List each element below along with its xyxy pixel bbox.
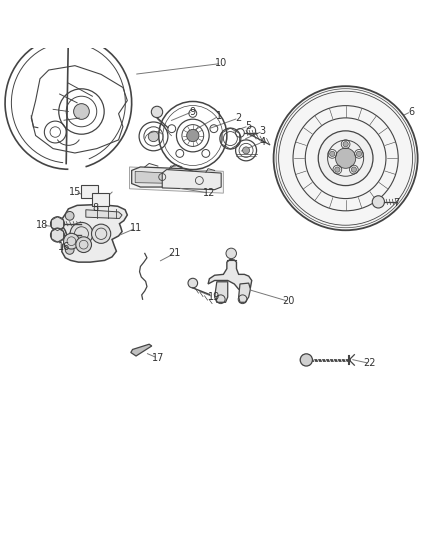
Text: 1: 1 bbox=[216, 111, 222, 121]
Text: 7: 7 bbox=[393, 198, 399, 208]
Circle shape bbox=[65, 212, 74, 220]
Bar bbox=[92, 193, 109, 206]
Polygon shape bbox=[162, 169, 221, 190]
Circle shape bbox=[351, 167, 357, 172]
Circle shape bbox=[92, 224, 111, 244]
Text: 6: 6 bbox=[408, 107, 414, 117]
Text: 18: 18 bbox=[36, 220, 48, 230]
Text: 16: 16 bbox=[58, 242, 70, 252]
Text: 12: 12 bbox=[203, 188, 215, 198]
Bar bbox=[81, 185, 98, 198]
Text: 11: 11 bbox=[130, 223, 142, 233]
Text: 20: 20 bbox=[283, 296, 295, 306]
Text: 5: 5 bbox=[246, 121, 252, 131]
Polygon shape bbox=[135, 171, 183, 183]
Circle shape bbox=[74, 103, 89, 119]
Circle shape bbox=[226, 248, 237, 259]
Text: 22: 22 bbox=[364, 358, 376, 368]
Circle shape bbox=[70, 222, 93, 245]
Circle shape bbox=[318, 131, 373, 185]
Polygon shape bbox=[130, 167, 223, 193]
Circle shape bbox=[50, 217, 64, 231]
Circle shape bbox=[148, 131, 159, 142]
Circle shape bbox=[151, 106, 162, 118]
Text: 9: 9 bbox=[190, 107, 196, 117]
Polygon shape bbox=[86, 210, 122, 219]
Text: 3: 3 bbox=[260, 126, 266, 136]
Text: 21: 21 bbox=[168, 248, 180, 259]
Circle shape bbox=[343, 142, 348, 147]
Polygon shape bbox=[62, 205, 127, 262]
Polygon shape bbox=[131, 344, 152, 356]
Circle shape bbox=[187, 130, 199, 142]
Circle shape bbox=[274, 86, 418, 230]
Text: 17: 17 bbox=[152, 353, 164, 363]
Circle shape bbox=[300, 354, 312, 366]
Circle shape bbox=[372, 196, 385, 208]
Text: 10: 10 bbox=[215, 59, 227, 68]
Text: 2: 2 bbox=[236, 113, 242, 123]
Circle shape bbox=[330, 151, 335, 157]
Circle shape bbox=[335, 167, 340, 172]
Circle shape bbox=[336, 148, 356, 168]
Circle shape bbox=[64, 233, 79, 249]
Circle shape bbox=[243, 147, 250, 154]
Polygon shape bbox=[215, 282, 228, 302]
Polygon shape bbox=[132, 167, 193, 187]
Circle shape bbox=[65, 246, 74, 254]
Circle shape bbox=[357, 151, 362, 157]
Text: 19: 19 bbox=[208, 292, 220, 302]
Text: 15: 15 bbox=[69, 187, 81, 197]
Polygon shape bbox=[239, 283, 251, 302]
Circle shape bbox=[188, 278, 198, 288]
Text: 8: 8 bbox=[93, 203, 99, 213]
Circle shape bbox=[50, 228, 64, 242]
Circle shape bbox=[76, 237, 92, 253]
Text: 4: 4 bbox=[260, 137, 266, 147]
Polygon shape bbox=[208, 260, 252, 290]
